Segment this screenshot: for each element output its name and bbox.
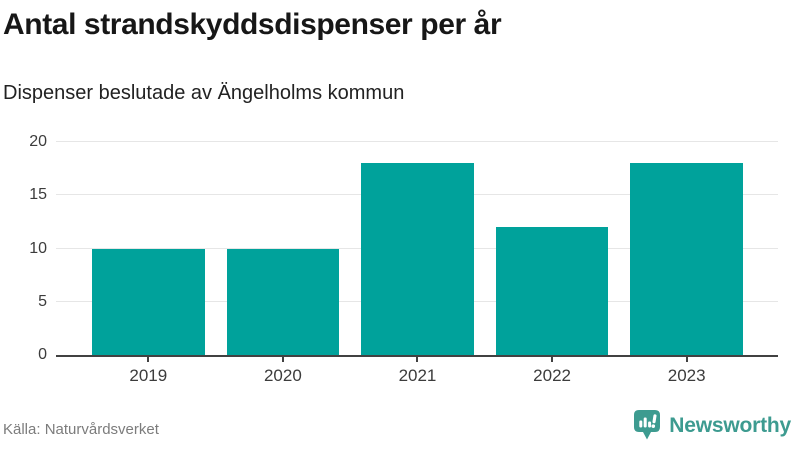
x-axis-tick-2019 (147, 357, 150, 362)
gridline-20 (56, 141, 778, 142)
y-axis-label-0: 0 (38, 346, 47, 363)
page-title: Antal strandskyddsdispenser per år (3, 8, 502, 41)
x-axis-tick-2023 (685, 357, 688, 362)
bar-2020 (226, 248, 340, 355)
x-axis-label-2023: 2023 (667, 366, 706, 385)
bar-2019 (92, 248, 205, 355)
newsworthy-logo[interactable]: Newsworthy (633, 409, 791, 442)
bar-slot-2021: 2021 (361, 142, 474, 385)
newsworthy-logo-icon (633, 409, 661, 442)
bar-slot-2019: 2019 (92, 142, 205, 385)
bar-2021 (361, 163, 474, 355)
bar-2022 (495, 227, 609, 355)
x-axis-tick-2021 (416, 357, 419, 362)
y-axis-label-10: 10 (29, 239, 47, 257)
source-text: Källa: Naturvårdsverket (3, 421, 159, 438)
bar-chart-plot-area: 2019 2020 2021 2022 2023 0 5 10 15 20 (29, 134, 778, 385)
y-axis-label-20: 20 (29, 133, 47, 150)
x-axis-label-2020: 2020 (263, 366, 302, 385)
bar-slot-2023: 2023 (630, 142, 743, 385)
bar-slot-2022: 2022 (495, 142, 609, 385)
bar-slot-2020: 2020 (226, 142, 340, 385)
newsworthy-logo-text: Newsworthy (669, 413, 791, 437)
x-axis-tick-2020 (281, 357, 284, 362)
y-axis-label-5: 5 (38, 292, 47, 310)
chart-subtitle: Dispenser beslutade av Ängelholms kommun (3, 82, 405, 104)
x-axis-label-2022: 2022 (533, 366, 571, 385)
y-axis-label-15: 15 (29, 186, 47, 204)
bars-row: 2019 2020 2021 2022 2023 (92, 142, 743, 385)
x-axis-label-2019: 2019 (129, 366, 168, 385)
bar-2023 (630, 163, 743, 355)
x-axis-tick-2022 (551, 357, 554, 362)
x-axis-label-2021: 2021 (398, 366, 437, 385)
